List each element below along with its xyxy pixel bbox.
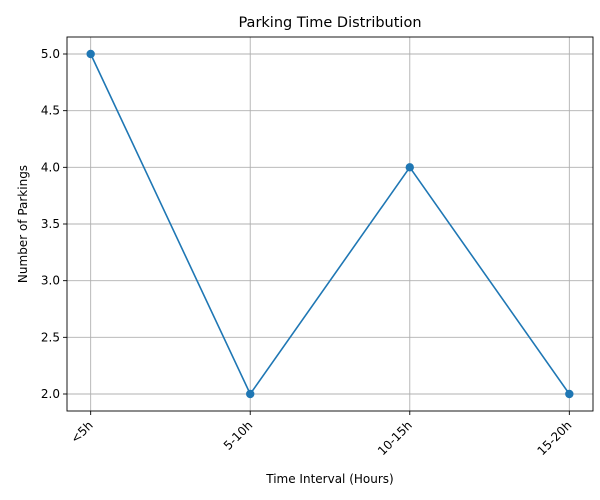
y-tick-label: 4.5 (41, 104, 60, 118)
data-point (246, 389, 255, 399)
y-tick-label: 2.5 (41, 330, 60, 344)
x-tick-label: 15-20h (535, 418, 575, 458)
grid-layer (67, 37, 593, 411)
data-point (405, 163, 414, 172)
data-point (565, 389, 574, 399)
axis-layer: 2.0 2.5 3.0 3.5 4.0 4.5 5.0 <5h 5-10h 10-15h 15-20… (41, 47, 575, 458)
y-axis-title: Number of Parkings (16, 165, 30, 283)
y-tick-label: 3.0 (41, 274, 60, 288)
y-tick-label: 4.0 (41, 160, 60, 174)
y-tick-label: 5.0 (41, 47, 60, 61)
series-line (89, 53, 570, 395)
y-tick-label: 2.0 (41, 387, 60, 401)
x-tick-label: 5-10h (221, 418, 256, 453)
series-layer (86, 49, 574, 399)
x-tick-label: 10-15h (375, 418, 415, 458)
x-tick-label: <5h (68, 418, 96, 446)
data-point (86, 49, 95, 59)
x-axis-title: Time Interval (Hours) (265, 472, 393, 486)
chart-title: Parking Time Distribution (238, 15, 421, 31)
y-tick-label: 3.5 (41, 217, 60, 231)
